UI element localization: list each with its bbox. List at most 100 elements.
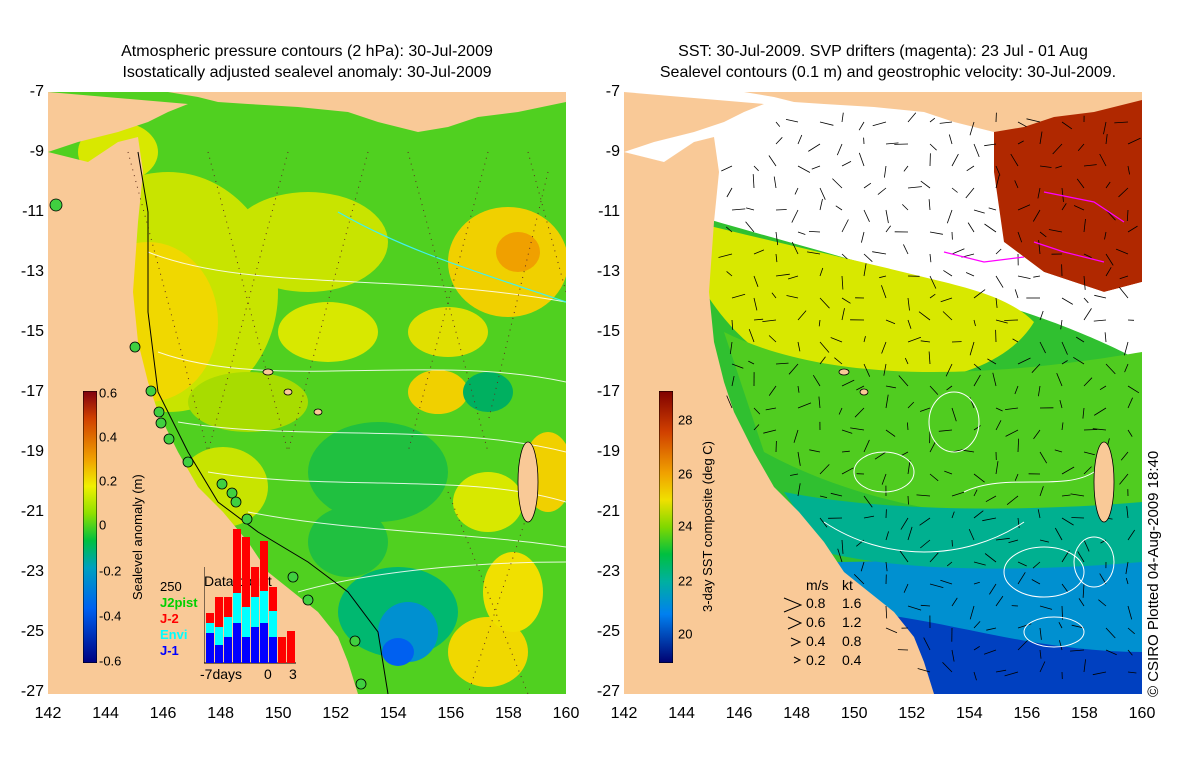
velocity-vector: [853, 574, 865, 585]
velocity-vector: [1054, 449, 1063, 453]
velocity-vector: [1083, 218, 1086, 233]
velocity-vector: [963, 449, 975, 453]
velocity-vector: [841, 379, 855, 387]
velocity-legend-header-kt: kt: [842, 577, 853, 593]
velocity-vector: [989, 583, 997, 595]
velocity-vector: [775, 273, 790, 277]
velocity-vector: [920, 180, 931, 189]
velocity-vector: [1083, 429, 1098, 431]
cyan-contour: [337, 211, 566, 303]
velocity-vector: [718, 253, 733, 258]
velocity-vector: [793, 429, 799, 443]
velocity-vector: [885, 531, 889, 541]
vector-sample-0.8: [783, 597, 803, 613]
velocity-vector: [753, 407, 761, 415]
velocity-vector: [1105, 134, 1108, 145]
right-x-tick-158: 158: [1071, 705, 1098, 722]
velocity-vector: [860, 561, 865, 572]
csiro-credit: © CSIRO Plotted 04-Aug-2009 18:40: [1145, 450, 1162, 697]
velocity-vector: [1026, 118, 1041, 123]
velocity-vector: [775, 209, 787, 211]
velocity-vector: [797, 165, 811, 173]
left-x-tick-154: 154: [379, 705, 407, 722]
velocity-vector: [819, 297, 830, 309]
velocity-vector: [928, 351, 931, 365]
velocity-vector: [948, 134, 953, 145]
velocity-vector: [797, 231, 806, 235]
velocity-vector: [748, 328, 755, 343]
velocity-vector: [1005, 429, 1019, 437]
velocity-vector: [1014, 385, 1019, 395]
velocity-vector: [791, 241, 799, 255]
velocity-vector: [951, 539, 953, 547]
velocity-vector: [907, 112, 917, 123]
velocity-vector: [951, 597, 958, 607]
velocity-vector: [1052, 143, 1063, 155]
velocity-vector: [753, 318, 764, 321]
velocity-vector: [929, 473, 939, 482]
right-y-tick--23: -23: [596, 563, 620, 580]
velocity-vector: [863, 363, 871, 377]
right-panel-title-line2: Sealevel contours (0.1 m) and geostrophi…: [659, 64, 1117, 81]
velocity-vector: [1061, 297, 1074, 305]
velocity-vector: [872, 121, 887, 127]
velocity-vector: [907, 460, 911, 475]
velocity-vector: [1127, 397, 1133, 409]
velocity-vector: [773, 176, 777, 189]
velocity-vector: [1017, 623, 1032, 629]
velocity-vectors: [718, 112, 1141, 681]
velocity-vector: [969, 341, 975, 356]
velocity-ms-0.8: 0.8: [806, 595, 826, 611]
velocity-vector: [929, 143, 937, 151]
sea-level-anomaly-map[interactable]: [48, 92, 566, 694]
right-y-tick--21: -21: [596, 503, 620, 520]
left-y-tick--25: -25: [20, 623, 44, 640]
velocity-vector: [863, 209, 870, 222]
left-x-tick-160: 160: [552, 705, 580, 722]
velocity-vector: [907, 526, 913, 541]
velocity-vector: [1077, 551, 1085, 563]
velocity-vector: [939, 121, 953, 124]
velocity-vector: [775, 362, 789, 365]
velocity-vector: [1094, 294, 1107, 299]
velocity-vector: [1118, 286, 1129, 299]
velocity-vector: [856, 385, 865, 391]
right-y-tick--9: -9: [605, 143, 620, 160]
velocity-vector: [858, 121, 865, 131]
velocity-vector: [874, 451, 887, 460]
velocity-vector: [973, 473, 985, 483]
velocity-vector: [791, 209, 799, 223]
tide-gauge-stations[interactable]: [49, 198, 367, 690]
left-panel-title-line2: Isostatically adjusted sealevel anomaly:…: [122, 64, 492, 81]
sst-map[interactable]: [624, 92, 1142, 694]
velocity-vector: [1061, 422, 1064, 431]
velocity-vector: [726, 395, 733, 409]
hist-x-label-3: 3: [289, 666, 297, 682]
velocity-vector: [797, 483, 801, 497]
velocity-vector: [944, 470, 953, 475]
velocity-vector: [1083, 297, 1089, 304]
velocity-vector: [973, 561, 986, 566]
velocity-vector: [850, 427, 865, 431]
velocity-vector: [1127, 429, 1133, 437]
velocity-vector: [995, 319, 1008, 324]
velocity-vector: [1127, 165, 1130, 175]
satellite-tracks: [127, 151, 566, 694]
velocity-vector: [1061, 203, 1067, 211]
velocity-vector: [984, 143, 997, 147]
velocity-vector: [1039, 310, 1044, 321]
velocity-kt-1.2: 1.2: [842, 614, 862, 630]
velocity-vector: [1083, 659, 1086, 673]
velocity-vector: [928, 199, 931, 211]
velocity-vector: [1059, 399, 1063, 409]
right-x-tick-152: 152: [898, 705, 926, 722]
right-y-tick--17: -17: [596, 383, 620, 400]
velocity-vector: [942, 311, 953, 321]
left-y-tick--17: -17: [20, 383, 44, 400]
right-x-tick-146: 146: [725, 705, 753, 722]
velocity-vector: [797, 341, 801, 352]
velocity-vector: [819, 495, 828, 498]
velocity-vector: [1073, 205, 1085, 211]
velocity-vector: [1104, 332, 1107, 343]
velocity-vector: [753, 249, 765, 255]
